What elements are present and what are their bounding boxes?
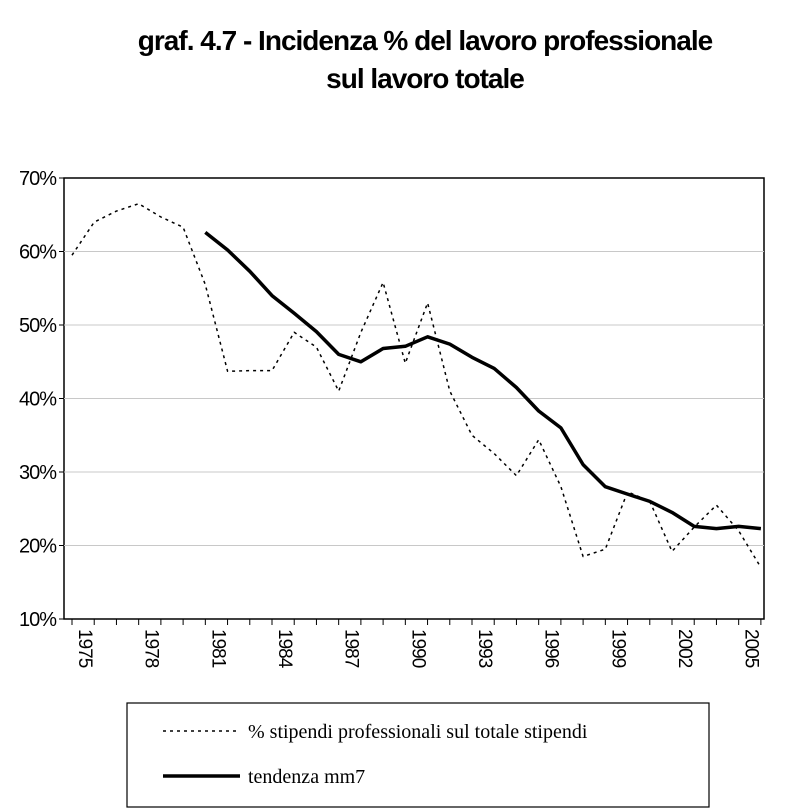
y-tick-label: 50% bbox=[19, 315, 57, 337]
x-tick-label: 1990 bbox=[407, 629, 428, 668]
series-lines bbox=[71, 202, 762, 568]
legend-label-stipendi: % stipendi professionali sul totale stip… bbox=[248, 721, 588, 743]
y-tick-label: 10% bbox=[19, 609, 57, 631]
y-tick-label: 60% bbox=[19, 242, 57, 264]
x-tick-label: 1996 bbox=[541, 629, 562, 668]
x-tick-label: 1993 bbox=[474, 629, 495, 668]
y-tick-label: 20% bbox=[19, 536, 57, 558]
x-tick-label: 1999 bbox=[607, 629, 628, 668]
x-tick-label: 1978 bbox=[141, 629, 162, 668]
y-axis-ticks: 10% 20% 30% 40% 50% 60% 70% bbox=[19, 168, 64, 631]
x-tick-label: 2005 bbox=[741, 629, 762, 668]
x-tick-label: 1981 bbox=[207, 629, 228, 668]
chart-title: graf. 4.7 - Incidenza % del lavoro profe… bbox=[138, 25, 713, 56]
x-tick-label: 1975 bbox=[74, 629, 95, 668]
chart-subtitle: sul lavoro totale bbox=[326, 63, 524, 94]
legend-label-tendenza: tendenza mm7 bbox=[248, 766, 365, 788]
y-tick-label: 70% bbox=[19, 168, 57, 190]
grid-lines bbox=[64, 251, 764, 546]
series-line-tendenza bbox=[204, 231, 762, 531]
x-axis-ticks: 1975 1978 1981 1984 1987 1990 1993 1996 1999 2002… bbox=[71, 619, 762, 669]
legend-box bbox=[126, 702, 710, 808]
x-tick-label: 2002 bbox=[674, 629, 695, 668]
y-tick-label: 30% bbox=[19, 462, 57, 484]
x-tick-label: 1987 bbox=[341, 629, 362, 668]
x-tick-label: 1984 bbox=[274, 629, 295, 669]
y-tick-label: 40% bbox=[19, 389, 57, 411]
